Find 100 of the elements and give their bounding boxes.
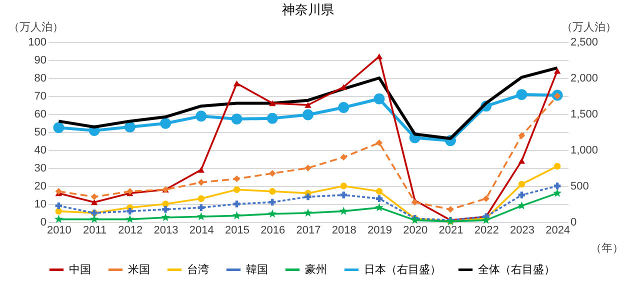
- point: [126, 208, 134, 215]
- point: [126, 214, 134, 223]
- point: [338, 102, 350, 113]
- y-tick-label: 100: [28, 36, 46, 48]
- point: [302, 109, 314, 120]
- point: [90, 193, 98, 200]
- x-tick-label: 2023: [510, 224, 534, 236]
- point: [482, 195, 490, 202]
- point: [411, 198, 418, 206]
- x-tick-label: 2020: [403, 224, 428, 236]
- y2-tick-label: 500: [570, 180, 589, 192]
- x-tick-label: 2015: [225, 224, 250, 236]
- point: [268, 209, 277, 218]
- point: [553, 188, 562, 197]
- point: [198, 195, 205, 202]
- point: [266, 112, 278, 124]
- point: [231, 114, 242, 125]
- point: [340, 182, 347, 190]
- point: [196, 110, 207, 122]
- point: [269, 100, 276, 106]
- point: [518, 192, 526, 198]
- y2-tick-label: 0: [570, 216, 577, 228]
- point: [376, 53, 383, 60]
- x-tick-label: 2018: [332, 224, 356, 236]
- y2-tick-label: 1,500: [570, 108, 598, 120]
- legend-label: 米国: [128, 262, 150, 276]
- point: [376, 195, 383, 202]
- y2-tick-label: 2,000: [570, 72, 598, 84]
- point: [90, 199, 98, 206]
- y-tick-label: 30: [34, 162, 46, 174]
- x-tick-label: 2012: [118, 224, 143, 236]
- legend-label: 日本（右目盛）: [364, 262, 441, 276]
- legend-label: 台湾: [187, 262, 209, 276]
- point: [340, 192, 347, 198]
- point: [447, 206, 454, 213]
- point: [518, 132, 526, 139]
- point: [339, 206, 348, 215]
- point: [554, 68, 561, 74]
- point: [233, 200, 240, 208]
- point: [124, 121, 136, 132]
- y-tick-label: 20: [34, 180, 46, 192]
- point: [233, 175, 240, 182]
- chart-title: 神奈川県: [282, 2, 334, 17]
- point: [54, 214, 63, 223]
- point: [304, 208, 312, 217]
- point: [198, 166, 205, 173]
- point: [233, 186, 240, 193]
- x-tick-label: 2016: [260, 224, 286, 236]
- point: [376, 139, 383, 146]
- x-tick-label: 2014: [189, 224, 214, 236]
- x-tick-label: 2013: [154, 224, 178, 236]
- point: [196, 212, 206, 220]
- point: [233, 80, 240, 86]
- point: [374, 203, 384, 212]
- y2-tick-label: 2,500: [570, 36, 598, 48]
- x-tick-label: 2010: [46, 224, 72, 236]
- legend-label: 中国: [69, 262, 91, 276]
- legend-label: 全体（右目盛）: [478, 262, 555, 276]
- point: [554, 162, 561, 170]
- x-tick-label: 2022: [474, 224, 499, 236]
- point: [554, 182, 561, 190]
- point: [269, 198, 276, 206]
- point: [269, 170, 276, 177]
- y2-tick-label: 1,000: [570, 144, 598, 156]
- point: [55, 202, 62, 210]
- y-tick-label: 50: [34, 126, 46, 138]
- x-tick-label: 2024: [546, 224, 570, 236]
- point: [160, 118, 172, 129]
- y-axis-title: （万人泊）: [8, 22, 64, 34]
- x-axis-title: （年）: [590, 242, 624, 254]
- point: [269, 188, 276, 195]
- y-tick-label: 90: [34, 54, 46, 66]
- point: [232, 211, 242, 220]
- x-tick-label: 2011: [82, 224, 107, 236]
- point: [90, 214, 99, 223]
- legend-label: 豪州: [305, 262, 327, 276]
- point: [198, 204, 205, 211]
- point: [304, 102, 312, 108]
- y2-axis-title: （万人泊）: [562, 22, 616, 34]
- point: [53, 122, 64, 134]
- point: [198, 179, 205, 186]
- legend-label: 韓国: [246, 262, 268, 276]
- point: [304, 193, 312, 200]
- y-tick-label: 80: [34, 72, 46, 84]
- point: [304, 164, 312, 172]
- point: [340, 154, 347, 161]
- point: [516, 89, 528, 100]
- point: [518, 180, 526, 188]
- y-tick-label: 60: [34, 108, 46, 120]
- point: [55, 208, 62, 215]
- point: [162, 206, 169, 213]
- x-tick-label: 2019: [367, 224, 392, 236]
- y-tick-label: 0: [40, 216, 46, 228]
- x-tick-label: 2017: [296, 224, 321, 236]
- point: [518, 158, 526, 164]
- point: [374, 93, 385, 104]
- x-tick-label: 2021: [438, 224, 464, 236]
- point: [340, 84, 347, 90]
- point: [376, 188, 383, 195]
- y-tick-label: 10: [34, 198, 46, 210]
